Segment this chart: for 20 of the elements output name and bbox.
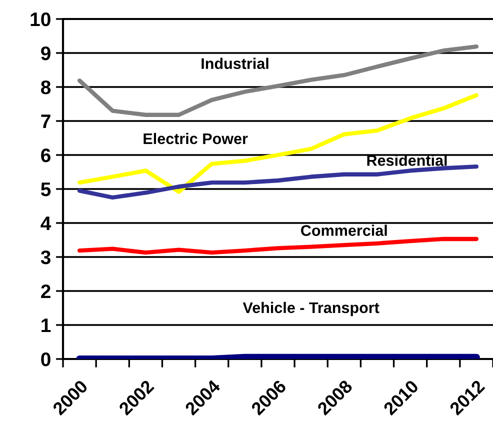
text: Vehicle - Transport bbox=[242, 302, 380, 316]
y-tick-label: 6 bbox=[41, 148, 50, 162]
y-tick-label: 5 bbox=[40, 182, 51, 196]
y-tick-label: 1 bbox=[42, 318, 51, 332]
line-series bbox=[77, 236, 479, 255]
y-tick-label: 2 bbox=[41, 284, 50, 298]
y-tick-label: 10 bbox=[30, 12, 50, 26]
series-label: Industrial bbox=[202, 58, 268, 69]
y-tick-label: 4 bbox=[40, 216, 52, 230]
series-label: Residential bbox=[367, 154, 447, 166]
y-tick-label: 7 bbox=[41, 114, 50, 128]
y-tick-label: 3 bbox=[40, 250, 50, 264]
y-tick-label: 9 bbox=[41, 46, 50, 60]
series-label: Commercial bbox=[301, 224, 387, 236]
y-tick-label: 0 bbox=[41, 352, 50, 366]
line-series bbox=[77, 164, 479, 200]
line-series bbox=[77, 44, 479, 117]
y-tick-label: 8 bbox=[41, 80, 51, 94]
line-series bbox=[77, 93, 479, 194]
series-label: Electric Power bbox=[144, 132, 248, 144]
